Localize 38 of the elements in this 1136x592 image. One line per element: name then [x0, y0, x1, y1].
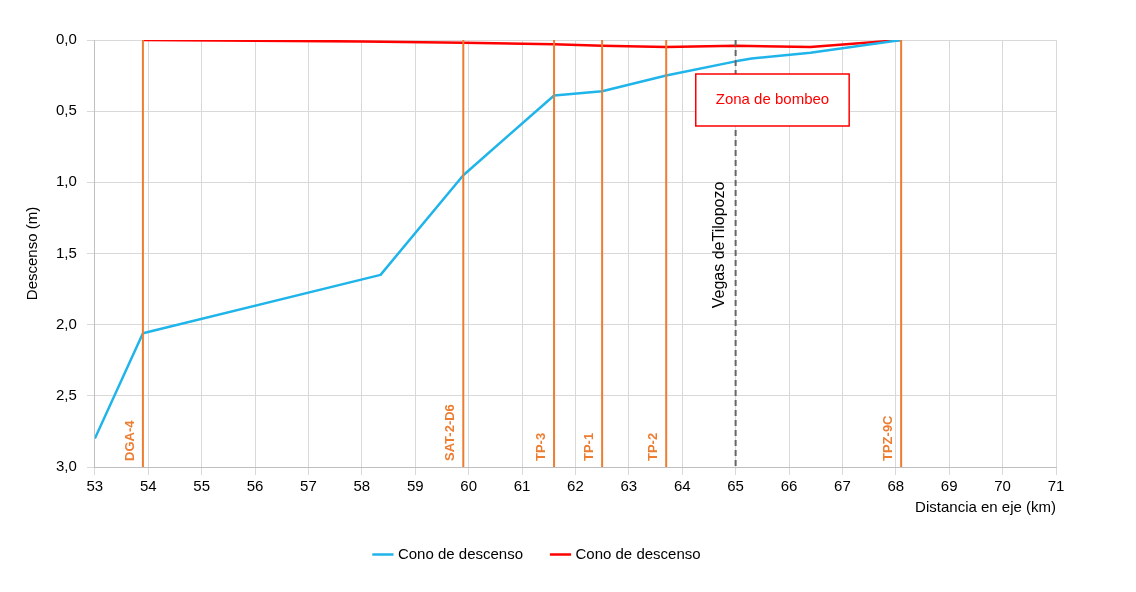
y-tick-label: 3,0: [55, 457, 77, 475]
y-axis-title: Descenso (m): [23, 206, 41, 301]
x-tick-label: 54: [139, 477, 157, 495]
ref-line-label: TP-2: [645, 432, 661, 461]
x-tick-label: 67: [834, 477, 851, 495]
ref-line-label: TP-1: [581, 432, 597, 461]
x-tick-label: 53: [86, 477, 104, 495]
ref-line-label: SAT-2-D6: [442, 404, 458, 461]
y-tick-label: 2,0: [55, 314, 77, 332]
x-tick-label: 65: [727, 477, 744, 495]
x-tick-label: 55: [193, 477, 210, 495]
annotation: Zona de bombeo: [715, 90, 830, 108]
ref-line-label: TPZ-9C: [880, 414, 896, 461]
y-tick-label: 1,0: [55, 172, 77, 190]
x-tick-label: 58: [353, 477, 371, 495]
ref-line-label: DGA-4: [121, 419, 137, 461]
x-tick-label: 68: [887, 477, 905, 495]
x-tick-label: 71: [1047, 477, 1065, 495]
legend-label: Cono de descenso: [397, 544, 523, 562]
x-tick-label: 57: [300, 477, 317, 495]
x-tick-label: 62: [567, 477, 584, 495]
y-tick-label: 2,5: [55, 385, 77, 403]
x-tick-label: 63: [620, 477, 638, 495]
legend-label: Cono de descenso: [575, 544, 701, 562]
x-tick-label: 56: [246, 477, 264, 495]
x-tick-label: 61: [513, 477, 531, 495]
ref-line-label: TP-3: [533, 432, 549, 461]
x-tick-label: 70: [994, 477, 1011, 495]
y-tick-label: 0,0: [55, 30, 77, 48]
x-tick-label: 64: [673, 477, 691, 495]
x-tick-label: 69: [940, 477, 958, 495]
y-tick-label: 0,5: [55, 101, 77, 119]
x-tick-label: 59: [406, 477, 424, 495]
x-axis-title: Distancia en eje (km): [915, 498, 1056, 516]
ref-line-label: Vegas deTilopozo: [710, 181, 728, 309]
y-tick-label: 1,5: [55, 243, 77, 261]
x-tick-label: 66: [780, 477, 798, 495]
x-tick-label: 60: [460, 477, 477, 495]
